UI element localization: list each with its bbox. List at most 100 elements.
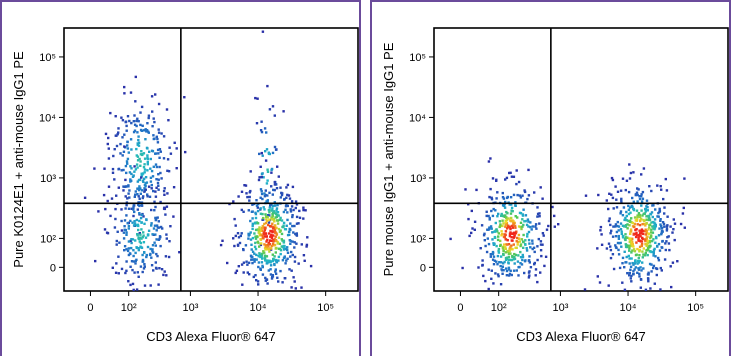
event-dot: [118, 241, 121, 244]
event-dot: [630, 221, 633, 224]
event-dot: [539, 249, 543, 252]
event-dot: [280, 191, 283, 195]
event-dot: [669, 265, 672, 268]
event-dot: [124, 207, 127, 210]
event-dot: [150, 169, 154, 173]
event-dot: [515, 240, 518, 243]
event-dot: [143, 284, 147, 287]
event-dot: [510, 273, 513, 277]
event-dot: [135, 154, 138, 157]
event-dot: [609, 248, 613, 252]
event-dot: [268, 108, 272, 111]
event-dot: [129, 91, 133, 94]
event-dot: [273, 220, 276, 223]
event-dot: [275, 219, 279, 222]
event-dot: [127, 247, 130, 250]
event-dot: [522, 246, 525, 249]
event-dot: [254, 241, 257, 245]
event-dot: [268, 191, 271, 194]
event-dot: [247, 237, 250, 240]
event-dot: [271, 193, 274, 196]
event-dot: [636, 247, 639, 251]
event-dot: [626, 223, 629, 226]
event-dot: [265, 148, 269, 151]
event-dot: [126, 144, 129, 147]
event-dot: [647, 273, 650, 276]
event-dot: [631, 249, 634, 252]
event-dot: [135, 147, 138, 151]
event-dot: [132, 249, 135, 252]
event-dot: [529, 266, 533, 269]
event-dot: [280, 238, 283, 241]
event-dot: [626, 272, 629, 275]
event-dot: [634, 266, 637, 269]
event-dot: [275, 239, 278, 242]
event-dot: [122, 189, 125, 192]
event-dot: [154, 93, 157, 96]
event-dot: [638, 275, 641, 278]
event-dot: [290, 286, 293, 289]
event-dot: [262, 216, 265, 220]
event-dot: [643, 254, 647, 257]
event-dot: [531, 239, 534, 242]
event-dot: [293, 260, 297, 263]
event-dot: [609, 245, 612, 248]
event-dot: [290, 205, 294, 208]
event-dot: [146, 122, 149, 125]
event-dot: [507, 255, 511, 259]
event-dot: [279, 216, 282, 220]
event-dot: [644, 288, 648, 291]
event-dot: [117, 255, 120, 258]
event-dot: [139, 192, 142, 195]
event-dot: [290, 250, 293, 254]
event-dot: [491, 214, 495, 218]
event-dot: [143, 171, 146, 174]
event-dot: [255, 221, 258, 224]
event-dot: [132, 174, 135, 177]
event-dot: [655, 273, 658, 277]
event-dot: [489, 225, 493, 228]
event-dot: [165, 205, 169, 208]
event-dot: [611, 196, 615, 200]
event-dot: [132, 224, 136, 227]
event-dot: [508, 203, 511, 206]
event-dot: [629, 228, 633, 231]
event-dot: [648, 226, 651, 229]
event-dot: [487, 227, 491, 231]
event-dot: [273, 188, 276, 192]
event-dot: [507, 266, 511, 269]
event-dot: [658, 227, 661, 230]
event-dot: [275, 246, 278, 250]
event-dot: [254, 235, 257, 238]
event-dot: [608, 217, 611, 220]
event-dot: [633, 222, 636, 226]
event-dot: [504, 238, 508, 241]
event-dot: [623, 218, 626, 222]
event-dot: [150, 187, 153, 190]
event-dot: [492, 282, 495, 285]
event-dot: [651, 220, 655, 224]
event-dot: [609, 223, 612, 227]
event-dot: [166, 169, 169, 172]
event-dot: [658, 249, 662, 252]
event-dot: [276, 242, 279, 245]
event-dot: [293, 224, 296, 228]
event-dot: [487, 242, 491, 246]
event-dot: [160, 177, 163, 180]
event-dot: [506, 195, 509, 199]
event-dot: [240, 190, 244, 193]
event-dot: [539, 186, 542, 189]
event-dot: [302, 206, 305, 209]
event-dot: [553, 225, 556, 228]
event-dot: [291, 185, 295, 189]
event-dot: [154, 190, 157, 193]
event-dot: [129, 219, 132, 223]
event-dot: [114, 115, 117, 118]
event-dot: [260, 130, 264, 134]
event-dot: [128, 196, 131, 199]
event-dot: [289, 228, 292, 232]
event-dot: [140, 213, 144, 217]
event-dot: [638, 229, 641, 232]
event-dot: [513, 252, 516, 256]
event-dot: [536, 212, 540, 216]
